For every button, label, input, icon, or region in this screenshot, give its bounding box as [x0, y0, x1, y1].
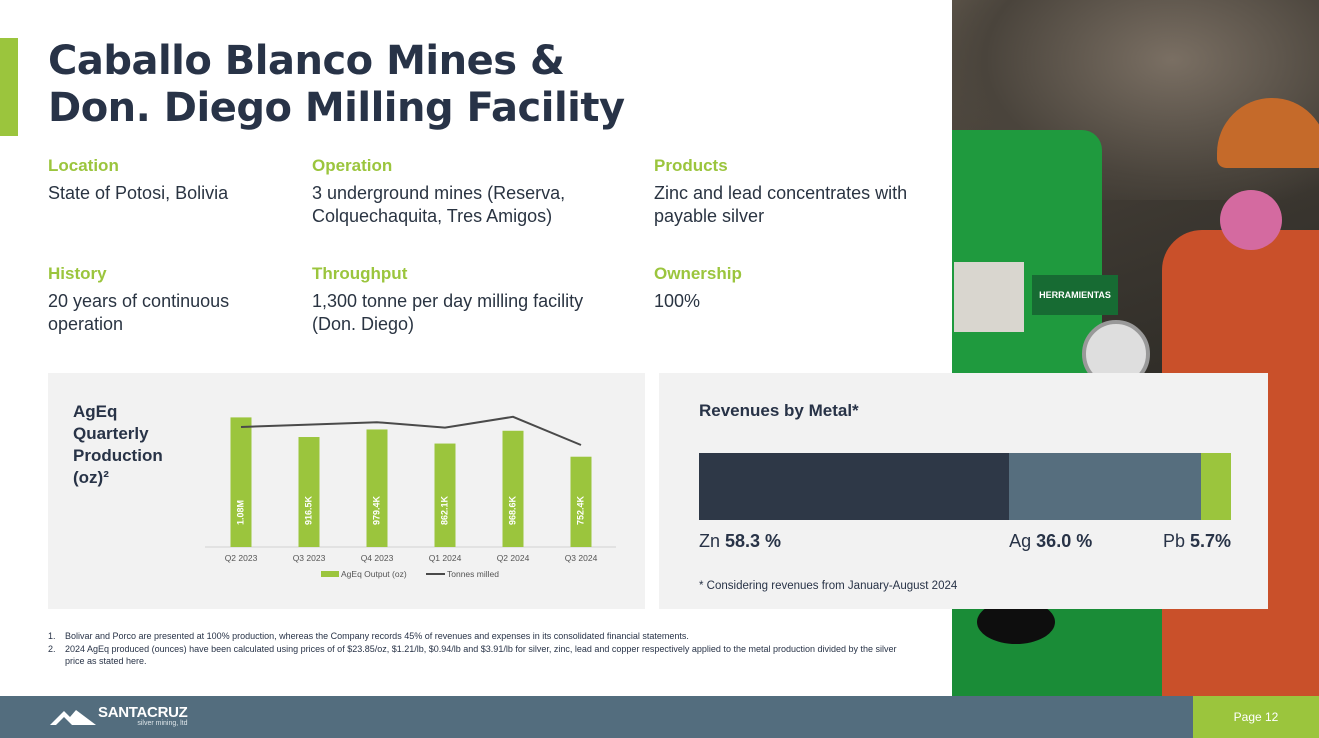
bar-value-label: 862.1K [439, 495, 449, 525]
legend-label-ageq: AgEq Output (oz) [341, 569, 407, 579]
santacruz-logo: SANTACRUZ silver mining, ltd [50, 705, 188, 728]
info-value: Zinc and lead concentrates with payable … [654, 183, 908, 226]
production-chart-card: AgEq Quarterly Production (oz)² 1.08M Q2 … [48, 373, 645, 609]
tonnes-milled-line [240, 415, 582, 446]
production-chart-title: AgEq Quarterly Production (oz)² [73, 401, 163, 489]
production-bar [502, 430, 524, 547]
equipment-plate [954, 262, 1024, 332]
revenue-label-pb: Pb 5.7% [1162, 531, 1231, 551]
revenue-stacked-bar [699, 453, 1231, 520]
mountain-logo-icon [50, 709, 96, 725]
production-bar [298, 437, 320, 547]
legend-label-tonnes: Tonnes milled [447, 569, 499, 579]
x-tick-label: Q1 2024 [429, 553, 462, 563]
page-number: Page 12 [1193, 696, 1319, 738]
info-label: Ownership [654, 264, 742, 283]
revenue-segment-zn [699, 453, 1010, 520]
logo-subtext: silver mining, ltd [137, 720, 188, 727]
info-value: 1,300 tonne per day milling facility (Do… [312, 291, 584, 334]
production-chart: 1.08M Q2 2023 916.5K Q3 2023 979.4K Q4 2023 86… [205, 415, 616, 579]
revenue-segment-ag [1009, 453, 1201, 520]
x-tick-label: Q4 2023 [361, 553, 394, 563]
bar-value-label: 916.5K [303, 495, 313, 525]
chart-title-line: Quarterly [73, 424, 149, 443]
info-value: 3 underground mines (Reserva, Colquechaq… [312, 183, 566, 226]
x-tick-label: Q2 2024 [497, 553, 530, 563]
x-tick-label: Q3 2023 [293, 553, 326, 563]
revenue-chart-card: Revenues by Metal* Zn 58.3 % Ag 36.0 % Pb … [659, 373, 1268, 609]
info-history: History 20 years of continuous operation [48, 264, 288, 336]
info-value: 20 years of continuous operation [48, 291, 230, 334]
info-label: Location [48, 156, 119, 175]
title-line-1: Caballo Blanco Mines & [48, 38, 565, 84]
info-label: Throughput [312, 264, 408, 283]
revenue-label-ag: Ag 36.0 % [1009, 531, 1093, 551]
info-label: History [48, 264, 107, 283]
bar-value-label: 752.4K [575, 495, 585, 525]
production-bar [570, 456, 592, 547]
info-label: Products [654, 156, 728, 175]
legend-swatch-ageq [321, 571, 339, 577]
page-title: Caballo Blanco Mines & Don. Diego Millin… [48, 38, 625, 132]
production-bar [366, 429, 388, 547]
footer-bar [0, 696, 1319, 738]
footnote-text: 2024 AgEq produced (ounces) have been ca… [65, 643, 897, 667]
footnotes: 1. Bolivar and Porco are presented at 10… [48, 630, 898, 668]
info-operation: Operation 3 underground mines (Reserva, … [312, 156, 632, 228]
footnote: 2. 2024 AgEq produced (ounces) have been… [48, 643, 898, 668]
x-tick-label: Q2 2023 [225, 553, 258, 563]
footnote-number: 1. [48, 631, 56, 641]
production-bar [230, 417, 252, 547]
info-products: Products Zinc and lead concentrates with… [654, 156, 934, 228]
respirator-mask [1220, 190, 1282, 250]
info-ownership: Ownership 100% [654, 264, 934, 313]
revenue-segment-pb [1200, 453, 1231, 520]
footnote-number: 2. [48, 643, 56, 654]
info-value: State of Potosi, Bolivia [48, 183, 229, 203]
chart-title-line: Production [73, 446, 163, 465]
info-label: Operation [312, 156, 393, 175]
x-tick-label: Q3 2024 [565, 553, 598, 563]
accent-bar [0, 38, 18, 136]
info-location: Location State of Potosi, Bolivia [48, 156, 288, 205]
info-value: 100% [654, 291, 701, 311]
production-bar [434, 443, 456, 547]
revenue-chart-title: Revenues by Metal* [699, 401, 859, 420]
footnote: 1. Bolivar and Porco are presented at 10… [48, 630, 898, 643]
revenue-label-zn: Zn 58.3 % [699, 531, 782, 551]
footnote-text: Bolivar and Porco are presented at 100% … [65, 631, 689, 641]
chart-title-line: AgEq [73, 402, 118, 421]
chart-title-line: (oz)² [73, 468, 109, 487]
bar-value-label: 979.4K [371, 495, 381, 525]
logo-text: SANTACRUZ [98, 704, 188, 721]
bar-value-label: 968.6K [507, 495, 517, 525]
bar-value-label: 1.08M [235, 500, 245, 525]
herramientas-sign: HERRAMIENTAS [1032, 275, 1118, 315]
info-throughput: Throughput 1,300 tonne per day milling f… [312, 264, 602, 336]
title-line-2: Don. Diego Milling Facility [48, 85, 625, 131]
revenue-note: * Considering revenues from January-Augu… [699, 580, 958, 592]
